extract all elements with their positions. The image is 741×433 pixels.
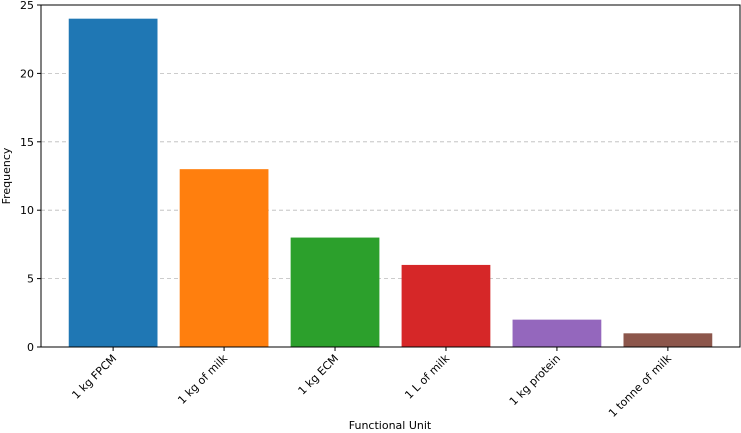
- bar: [623, 333, 713, 347]
- y-axis-label: Frequency: [0, 147, 13, 204]
- x-tick-label: 1 kg FPCM: [69, 352, 119, 402]
- y-tick-label: 20: [20, 67, 34, 80]
- bar: [512, 319, 602, 347]
- x-axis-label: Functional Unit: [349, 419, 432, 432]
- bar: [179, 169, 269, 347]
- plot-frame: [40, 4, 741, 348]
- x-tick-label: 1 tonne of milk: [606, 351, 674, 419]
- y-tick-label: 25: [20, 0, 34, 12]
- bar: [290, 237, 380, 347]
- x-tick-label: 1 kg ECM: [296, 352, 342, 398]
- y-tick-label: 15: [20, 136, 34, 149]
- x-tick-label: 1 L of milk: [402, 351, 452, 401]
- bar: [401, 264, 491, 347]
- y-tick-label: 10: [20, 204, 34, 217]
- y-tick-label: 5: [27, 273, 34, 286]
- bar: [68, 18, 158, 348]
- x-tick-label: 1 kg of milk: [175, 351, 230, 406]
- y-tick-label: 0: [27, 341, 34, 354]
- x-tick-label: 1 kg protein: [507, 352, 563, 408]
